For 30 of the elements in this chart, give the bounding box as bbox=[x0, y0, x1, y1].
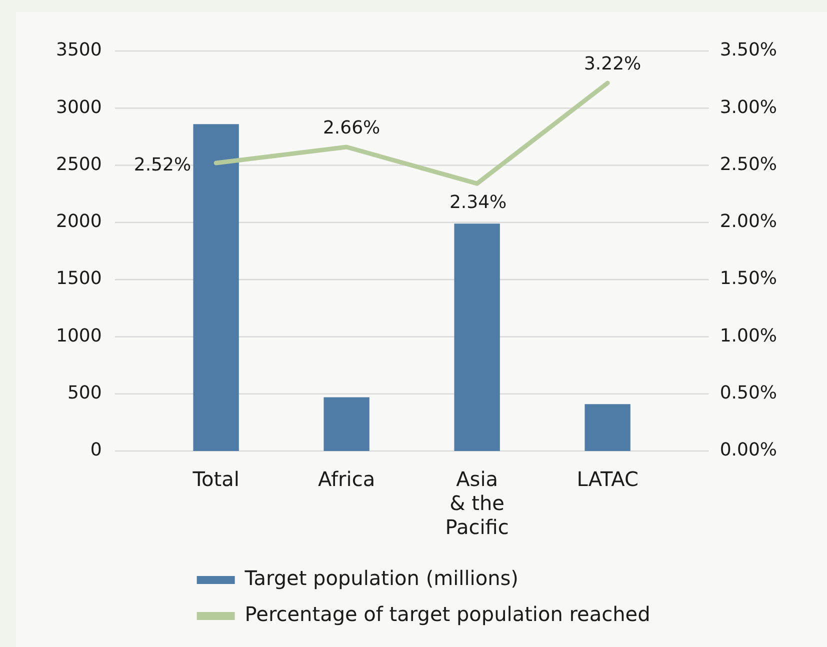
legend-label: Percentage of target population reached bbox=[244, 602, 650, 626]
x-tick-label: Total bbox=[192, 467, 240, 492]
x-tick-label: Africa bbox=[318, 467, 376, 492]
y2-tick-label: 0.50% bbox=[720, 382, 778, 404]
bar bbox=[584, 404, 630, 451]
y-tick-label: 500 bbox=[67, 382, 102, 404]
y-tick-label: 2500 bbox=[56, 154, 102, 175]
bar bbox=[454, 224, 500, 451]
y2-tick-label: 3.00% bbox=[720, 96, 778, 118]
y2-tick-label: 2.50% bbox=[720, 154, 778, 175]
y-tick-label: 1000 bbox=[56, 325, 102, 346]
data-label: 3.22% bbox=[584, 54, 642, 75]
y-tick-label: 0 bbox=[90, 440, 102, 461]
data-label: 2.34% bbox=[449, 192, 507, 214]
y-tick-label: 3500 bbox=[56, 40, 102, 61]
bar bbox=[193, 124, 239, 451]
y2-tick-label: 3.50% bbox=[720, 40, 778, 61]
x-tick-label: LATAC bbox=[576, 467, 638, 492]
data-label: 2.52% bbox=[134, 154, 192, 176]
y2-tick-label: 1.50% bbox=[720, 268, 778, 290]
bar bbox=[324, 397, 370, 451]
y-tick-label: 2000 bbox=[56, 211, 102, 232]
data-label: 2.66% bbox=[322, 118, 380, 139]
y2-tick-label: 0.00% bbox=[720, 440, 778, 461]
y2-tick-label: 1.00% bbox=[720, 325, 778, 346]
x-tick-label: Asia & the Pacific bbox=[445, 467, 509, 540]
legend-label: Target population (millions) bbox=[244, 566, 518, 590]
y-tick-label: 3000 bbox=[56, 96, 102, 118]
y2-tick-label: 2.00% bbox=[720, 211, 778, 232]
y-tick-label: 1500 bbox=[56, 268, 102, 290]
